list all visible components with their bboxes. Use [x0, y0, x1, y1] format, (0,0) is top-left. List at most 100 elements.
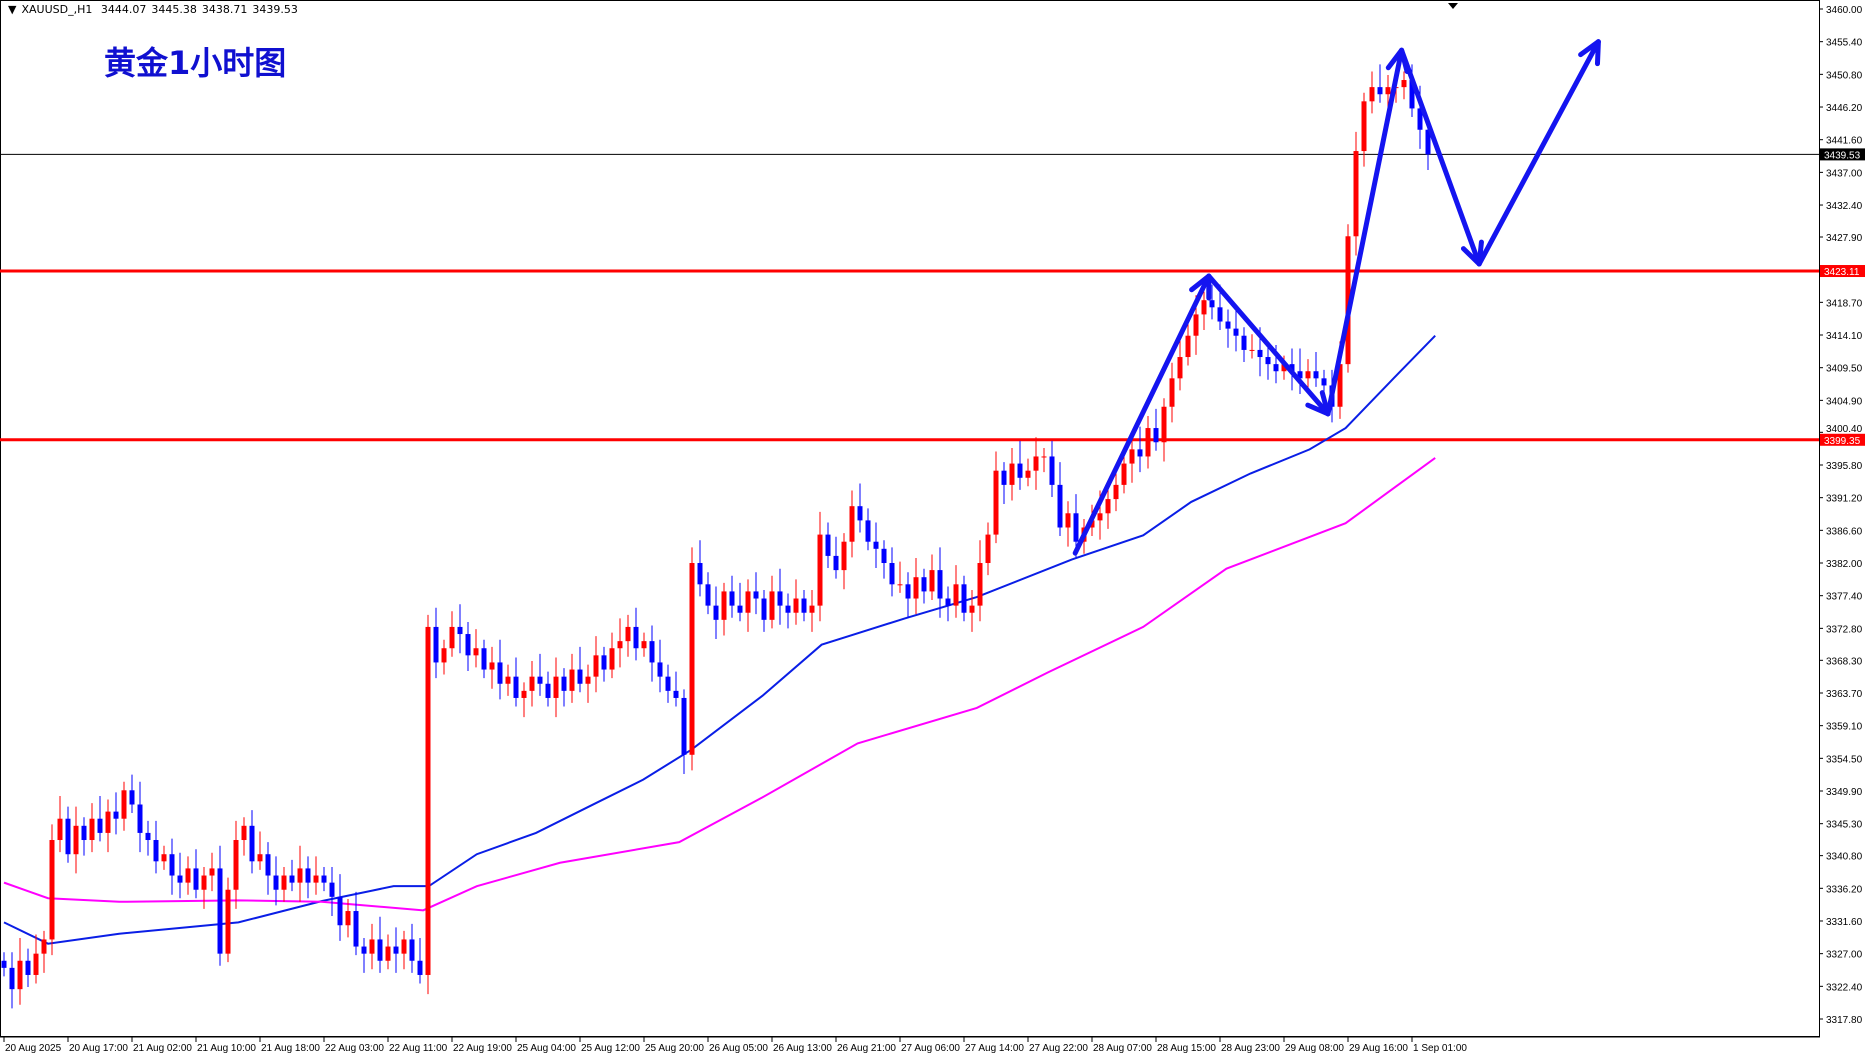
candle-body [1417, 108, 1423, 130]
candle-body [1385, 87, 1391, 95]
candlestick [1401, 71, 1407, 100]
candle-body [1137, 449, 1143, 457]
annotation-title: 黄金1小时图 [104, 44, 287, 82]
candle-body [1185, 335, 1191, 358]
candle-body [17, 960, 23, 990]
candlestick [601, 646, 607, 682]
candle-body [1161, 406, 1167, 443]
candle-body [169, 854, 175, 876]
price-tick-label: 3446.20 [1826, 103, 1863, 114]
candlestick [761, 589, 767, 632]
candlestick [585, 664, 591, 703]
candle-body [737, 605, 743, 613]
candlestick [1209, 284, 1215, 320]
candle-body [185, 868, 191, 883]
candlestick [1169, 362, 1175, 423]
price-tick-label: 3386.60 [1826, 526, 1863, 537]
price-tag-bg [1820, 265, 1865, 278]
candle-body [473, 648, 479, 656]
candle-body [137, 804, 143, 833]
candlestick [1233, 309, 1239, 352]
candle-body [425, 626, 431, 975]
candlestick [1, 952, 7, 977]
candlestick [241, 817, 247, 856]
candlestick [913, 558, 919, 615]
price-tick-label: 3368.30 [1826, 656, 1863, 667]
candlestick [1001, 462, 1007, 505]
candlestick [1305, 359, 1311, 391]
candle-body [1377, 87, 1383, 95]
time-tick-label: 22 Aug 03:00 [325, 1043, 384, 1054]
time-tick-label: 25 Aug 20:00 [645, 1043, 704, 1054]
ohlc-low: 3438.71 [201, 3, 248, 16]
candlestick [785, 593, 791, 629]
candle-body [465, 634, 471, 656]
candlestick [353, 891, 359, 956]
time-tick-label: 25 Aug 04:00 [517, 1043, 576, 1054]
price-tick-label: 3372.80 [1826, 624, 1863, 635]
time-tick-label: 21 Aug 02:00 [133, 1043, 192, 1054]
candlestick [769, 575, 775, 629]
candle-body [313, 875, 319, 883]
candlestick [265, 842, 271, 895]
candle-body [937, 570, 943, 599]
candle-body [777, 591, 783, 606]
candle-body [177, 875, 183, 883]
candlestick [729, 575, 735, 618]
candle-body [801, 598, 807, 613]
trend-arrow-shaft [1325, 47, 1405, 417]
price-tick-label: 3377.40 [1826, 592, 1863, 603]
candle-body [1065, 513, 1071, 528]
candlestick [721, 582, 727, 636]
candlestick [345, 898, 351, 938]
candlestick [673, 671, 679, 707]
candlestick [73, 806, 79, 874]
candle-body [713, 605, 719, 620]
price-tag-label: 3399.35 [1824, 436, 1861, 447]
candle-body [993, 470, 999, 535]
candlestick [969, 589, 975, 632]
candlestick [89, 803, 95, 853]
candle-body [705, 584, 711, 606]
candle-body [1281, 364, 1287, 372]
candlestick [305, 856, 311, 899]
candle-body [65, 818, 71, 855]
price-tag-label: 3423.11 [1824, 267, 1860, 278]
candle-body [1425, 129, 1431, 155]
candlestick [1041, 447, 1047, 473]
candle-body [753, 591, 759, 599]
candle-body [265, 854, 271, 876]
candlestick [1009, 447, 1015, 501]
shift-marker-icon[interactable] [1448, 3, 1458, 9]
candle-body [201, 875, 207, 890]
candlestick [1345, 224, 1351, 373]
candle-body [641, 641, 647, 649]
candlestick [865, 508, 871, 551]
candle-body [633, 626, 639, 649]
candlestick [897, 561, 903, 593]
candle-body [1249, 349, 1255, 351]
price-tick-label: 3450.80 [1826, 70, 1863, 81]
candle-body [977, 563, 983, 606]
candle-body [833, 555, 839, 571]
candle-body [353, 911, 359, 947]
candlestick [1177, 334, 1183, 391]
candle-body [1233, 328, 1239, 336]
candle-body [1369, 87, 1375, 102]
candlestick [905, 572, 911, 618]
candle-body [1057, 484, 1063, 528]
arrowhead-icon [1578, 39, 1601, 67]
price-tick-label: 3455.40 [1826, 38, 1863, 49]
candle-body [345, 911, 351, 926]
candlestick [81, 817, 87, 856]
collapse-triangle-icon[interactable]: ▼ [8, 3, 17, 16]
price-tick-label: 3345.30 [1826, 820, 1863, 831]
candlestick [641, 632, 647, 657]
candlestick [873, 522, 879, 568]
candlestick [1249, 334, 1255, 359]
candle-body [513, 676, 519, 698]
candlestick [1025, 458, 1031, 487]
candle-body [537, 676, 543, 684]
time-tick-label: 21 Aug 10:00 [197, 1043, 256, 1054]
